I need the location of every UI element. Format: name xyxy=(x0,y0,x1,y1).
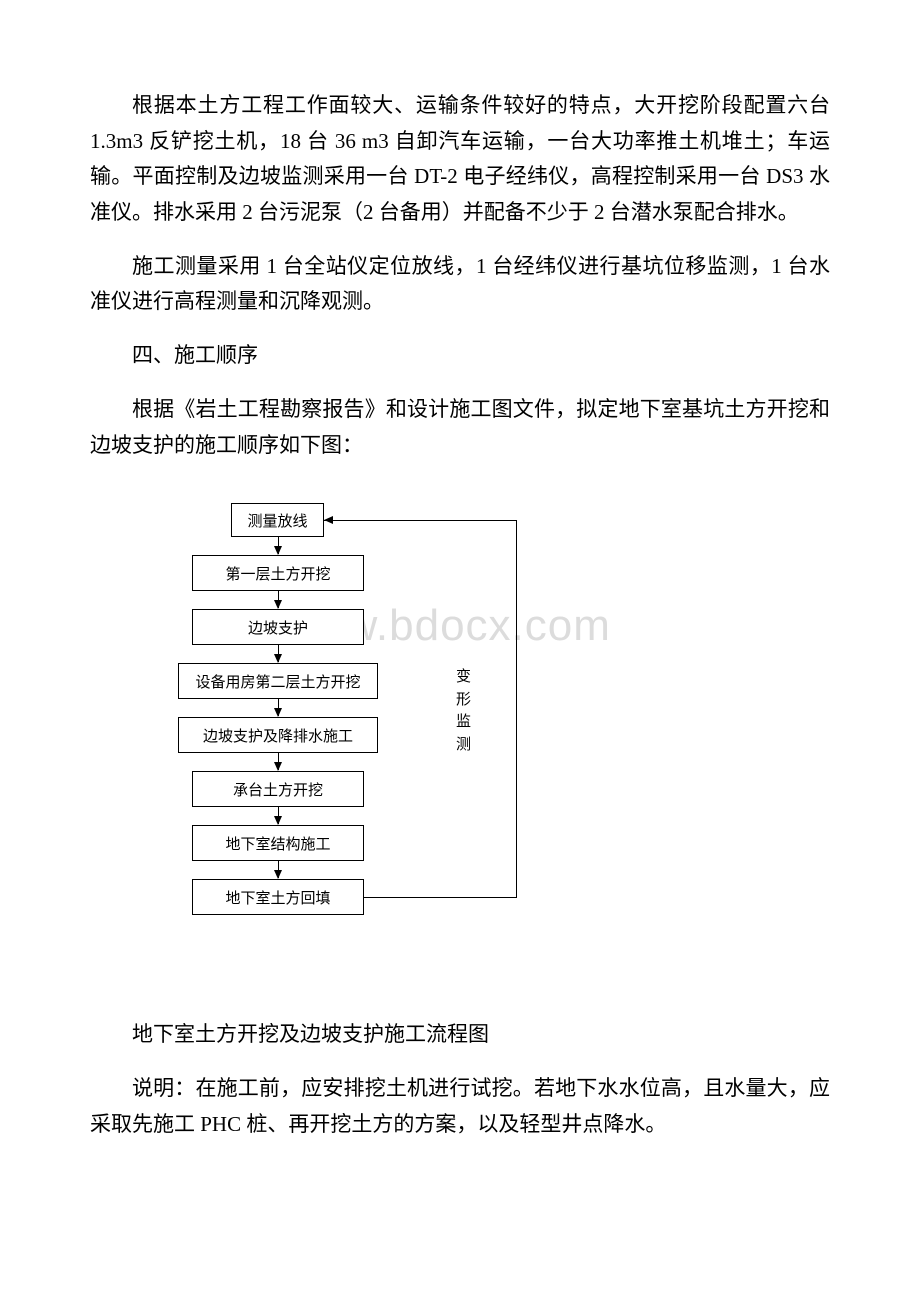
flow-arrow-2 xyxy=(278,645,279,662)
feedback-line-right xyxy=(516,520,517,898)
flow-box-b4: 边坡支护及降排水施工 xyxy=(178,717,378,753)
flow-box-b7: 地下室土方回填 xyxy=(192,879,364,915)
flow-arrow-5 xyxy=(278,807,279,824)
side-label-line2: 监测 xyxy=(456,711,471,756)
flow-box-b2: 边坡支护 xyxy=(192,609,364,645)
flow-arrow-3 xyxy=(278,699,279,716)
flowchart-caption: 地下室土方开挖及边坡支护施工流程图 xyxy=(90,1017,830,1053)
side-label-line1: 变形 xyxy=(456,666,471,711)
flowchart-container: www.bdocx.com 测量放线第一层土方开挖边坡支护设备用房第二层土方开挖… xyxy=(90,503,830,973)
feedback-line-top xyxy=(324,520,516,521)
flow-box-b6: 地下室结构施工 xyxy=(192,825,364,861)
paragraph-note: 说明：在施工前，应安排挖土机进行试挖。若地下水水位高，且水量大，应采取先施工 P… xyxy=(90,1071,830,1142)
paragraph-plan: 根据《岩土工程勘察报告》和设计施工图文件，拟定地下室基坑土方开挖和边坡支护的施工… xyxy=(90,392,830,463)
feedback-arrowhead xyxy=(324,516,333,524)
flow-arrow-6 xyxy=(278,861,279,878)
heading-sequence: 四、施工顺序 xyxy=(90,338,830,374)
flow-arrow-4 xyxy=(278,753,279,770)
feedback-line-bottom xyxy=(364,897,516,898)
paragraph-survey: 施工测量采用 1 台全站仪定位放线，1 台经纬仪进行基坑位移监测，1 台水准仪进… xyxy=(90,249,830,320)
paragraph-equipment: 根据本土方工程工作面较大、运输条件较好的特点，大开挖阶段配置六台 1.3m3 反… xyxy=(90,88,830,231)
flow-arrow-0 xyxy=(278,537,279,554)
flow-box-b3: 设备用房第二层土方开挖 xyxy=(178,663,378,699)
side-label-monitoring: 变形监测 xyxy=(456,666,471,756)
flow-box-b1: 第一层土方开挖 xyxy=(192,555,364,591)
flow-box-b0: 测量放线 xyxy=(231,503,324,537)
flow-arrow-1 xyxy=(278,591,279,608)
flow-box-b5: 承台土方开挖 xyxy=(192,771,364,807)
